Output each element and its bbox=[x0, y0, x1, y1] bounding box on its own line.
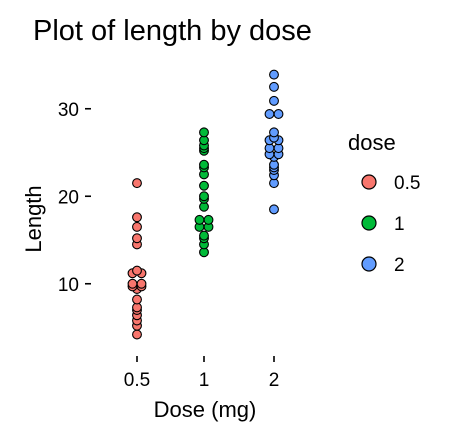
data-point bbox=[199, 159, 209, 170]
data-point bbox=[132, 329, 142, 340]
data-point bbox=[264, 109, 275, 119]
data-point bbox=[132, 233, 142, 244]
data-point bbox=[269, 95, 279, 106]
data-point bbox=[132, 221, 142, 232]
x-axis: 0.5 1 2 bbox=[124, 356, 280, 391]
y-tick-label: 30 bbox=[58, 100, 79, 121]
legend-label: 2 bbox=[394, 255, 405, 276]
data-point bbox=[127, 278, 138, 289]
data-point bbox=[273, 109, 284, 119]
legend-title: dose bbox=[348, 130, 396, 155]
legend-key bbox=[361, 215, 377, 231]
data-point bbox=[132, 178, 142, 189]
data-point bbox=[203, 214, 214, 225]
x-axis-label: Dose (mg) bbox=[154, 397, 257, 422]
legend: dose 0.5 1 2 bbox=[348, 130, 420, 276]
chart-title: Plot of length by dose bbox=[33, 15, 312, 47]
legend-key bbox=[361, 256, 377, 272]
data-point bbox=[199, 127, 209, 138]
y-tick-label: 20 bbox=[58, 187, 79, 208]
data-point bbox=[136, 278, 147, 289]
legend-label: 1 bbox=[394, 214, 405, 235]
data-point bbox=[199, 180, 209, 191]
legend-label: 0.5 bbox=[394, 173, 420, 194]
data-point bbox=[194, 214, 205, 225]
y-tick-label: 10 bbox=[58, 275, 79, 296]
x-tick-label: 1 bbox=[199, 370, 210, 391]
data-point bbox=[132, 294, 142, 305]
x-tick-label: 0.5 bbox=[124, 370, 150, 391]
data-dots bbox=[127, 69, 284, 340]
data-point bbox=[199, 191, 209, 202]
data-point bbox=[269, 127, 279, 138]
data-point bbox=[132, 212, 142, 223]
data-point bbox=[199, 230, 209, 241]
y-axis: 10 20 30 bbox=[58, 100, 91, 296]
legend-key bbox=[361, 174, 377, 190]
data-point bbox=[269, 69, 279, 80]
x-tick-label: 2 bbox=[269, 370, 280, 391]
data-point bbox=[269, 81, 279, 92]
y-axis-label: Length bbox=[21, 185, 46, 252]
data-point bbox=[269, 204, 279, 215]
data-point bbox=[132, 265, 142, 276]
